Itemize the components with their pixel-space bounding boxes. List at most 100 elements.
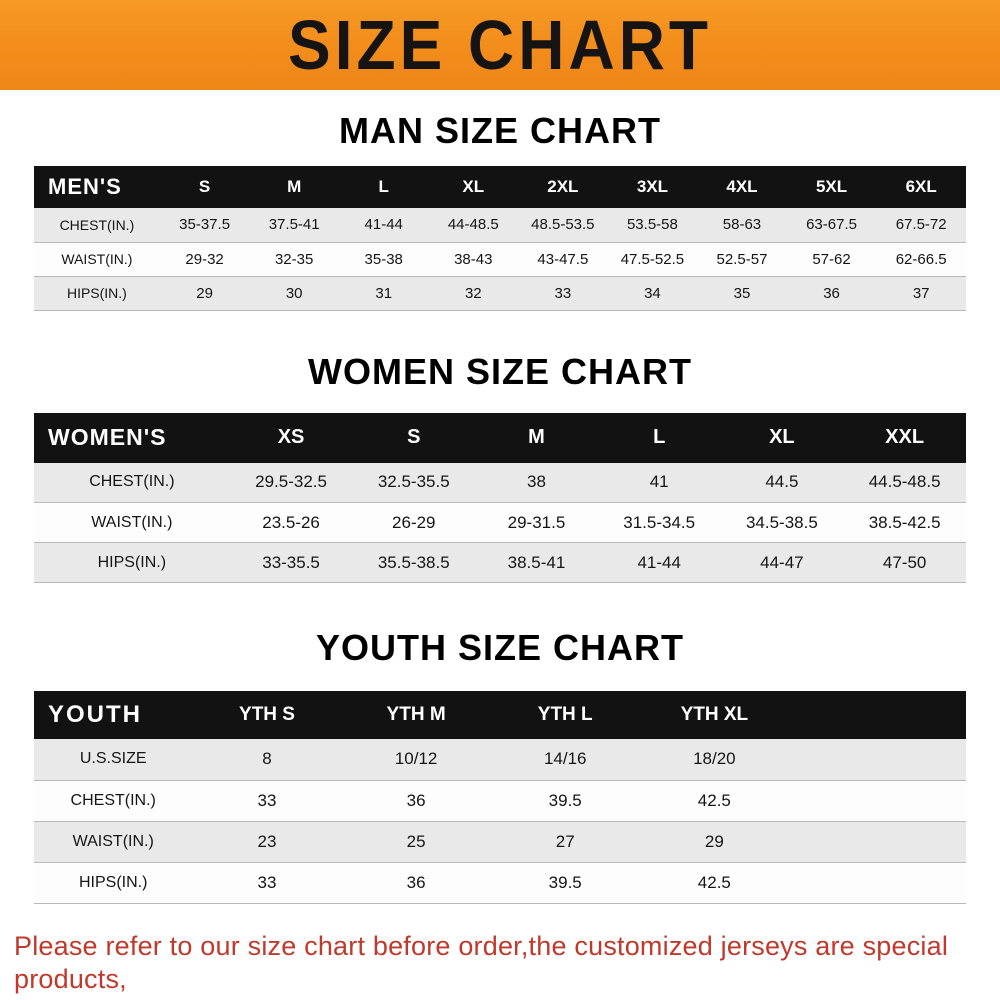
table-row: U.S.SIZE 8 10/12 14/16 18/20 (34, 739, 966, 780)
table-corner-label: WOMEN'S (34, 412, 230, 463)
size-cell: 52.5-57 (716, 250, 768, 268)
table-row: CHEST(IN.) 33 36 39.5 42.5 (34, 780, 966, 821)
row-label: CHEST(IN.) (89, 473, 175, 491)
size-cell: 34 (644, 284, 661, 302)
table-row: WAIST(IN.) 23 25 27 29 (34, 821, 966, 862)
size-cell: 36 (406, 872, 426, 892)
row-label: CHEST(IN.) (70, 791, 156, 809)
size-cell: 67.5-72 (895, 216, 947, 234)
size-cell: 30 (285, 284, 303, 302)
size-column-header: S (352, 412, 476, 463)
table-row: WAIST(IN.) 29-32 32-35 35-38 38-43 43-47.5 47.… (34, 242, 966, 276)
men-size-table: MEN'S S M L XL 2XL 3XL 4XL 5XL 6XL CHEST(IN.) 35-37… (34, 166, 966, 311)
table-row: HIPS(IN.) 29 30 31 32 33 34 35 36 37 (34, 276, 966, 310)
size-column-header: YTH S (192, 691, 342, 739)
men-section: MAN SIZE CHART MEN'S S M L XL 2XL 3XL 4XL 5XL 6XL… (0, 110, 1000, 311)
size-cell: 8 (262, 749, 272, 769)
row-label: WAIST(IN.) (91, 513, 173, 531)
size-cell: 41 (649, 472, 669, 492)
size-cell: 36 (406, 790, 426, 810)
filler-cell (789, 780, 966, 821)
note-line-2: we don't accept cancel, change, teturn o… (14, 997, 986, 1000)
size-cell: 44.5-48.5 (868, 472, 941, 492)
size-column-header: XXL (843, 412, 966, 463)
table-corner-label: MEN'S (34, 166, 160, 208)
women-section-heading: WOMEN SIZE CHART (308, 350, 692, 392)
size-cell: 41-44 (364, 216, 403, 234)
size-column-header: 3XL (607, 166, 698, 208)
table-row: CHEST(IN.) 29.5-32.5 32.5-35.5 38 41 44.5 44.5… (34, 462, 966, 503)
table-row: HIPS(IN.) 33 36 39.5 42.5 (34, 862, 966, 903)
size-column-header: 6XL (876, 166, 966, 208)
row-label: WAIST(IN.) (61, 251, 133, 267)
youth-section-heading: YOUTH SIZE CHART (315, 627, 684, 668)
size-cell: 14/16 (543, 749, 587, 769)
size-cell: 41-44 (637, 552, 681, 572)
size-column-header: L (597, 412, 721, 463)
size-cell: 26-29 (392, 512, 436, 532)
size-column-header: YTH L (490, 691, 640, 739)
row-label: U.S.SIZE (79, 750, 147, 768)
size-column-header: YTH XL (639, 691, 789, 739)
size-cell: 34.5-38.5 (745, 512, 818, 532)
size-cell: 35.5-38.5 (377, 552, 450, 572)
size-cell: 58-63 (722, 216, 762, 234)
size-cell: 48.5-53.5 (531, 216, 595, 234)
size-cell: 47-50 (882, 552, 927, 572)
banner: SIZE CHART (0, 0, 1000, 90)
men-section-heading: MAN SIZE CHART (339, 110, 661, 151)
size-cell: 10/12 (394, 749, 438, 769)
size-cell: 38.5-41 (507, 552, 566, 572)
filler-cell (789, 821, 966, 862)
size-column-header: L (338, 166, 429, 208)
size-cell: 29-32 (185, 250, 224, 268)
note-line-1: Please refer to our size chart before or… (14, 930, 949, 995)
size-cell: 32-35 (274, 250, 314, 268)
size-cell: 23 (257, 831, 277, 851)
size-cell: 43-47.5 (537, 250, 589, 268)
size-cell: 57-62 (812, 250, 851, 268)
size-cell: 47.5-52.5 (620, 250, 685, 268)
size-cell: 38-43 (454, 250, 493, 268)
size-cell: 31 (375, 284, 393, 302)
row-label: CHEST(IN.) (59, 216, 135, 233)
size-cell: 44-47 (760, 552, 804, 572)
size-cell: 32 (464, 284, 482, 302)
size-cell: 29.5-32.5 (255, 472, 327, 492)
youth-section: YOUTH SIZE CHART YOUTH YTH S YTH M YTH L YTH… (0, 627, 1000, 904)
size-column-header: XS (229, 412, 353, 463)
size-cell: 44.5 (765, 472, 799, 492)
row-label: WAIST(IN.) (72, 832, 154, 850)
size-cell: 36 (823, 284, 840, 302)
size-cell: 29 (704, 831, 724, 851)
size-cell: 33 (257, 872, 277, 892)
row-label: HIPS(IN.) (78, 873, 148, 891)
size-cell: 38.5-42.5 (868, 512, 941, 532)
women-size-table: WOMEN'S XS S M L XL XXL CHEST(IN.) 29.5-32.5 32.5… (34, 412, 966, 584)
size-cell: 23.5-26 (262, 512, 320, 532)
size-cell: 37.5-41 (268, 216, 320, 234)
size-cell: 35 (733, 284, 751, 302)
women-section: WOMEN SIZE CHART WOMEN'S XS S M L XL XXL CHEST(… (0, 351, 1000, 584)
filler-cell (789, 739, 966, 780)
size-cell: 53.5-58 (626, 216, 678, 234)
size-cell: 62-66.5 (895, 250, 947, 268)
row-label: HIPS(IN.) (66, 285, 127, 301)
table-header-row: YOUTH YTH S YTH M YTH L YTH XL (34, 691, 966, 739)
filler-cell (789, 862, 966, 903)
size-column-header: XL (428, 166, 519, 208)
size-cell: 63-67.5 (806, 216, 857, 234)
filler-cell (788, 691, 966, 739)
table-corner-label: YOUTH (34, 691, 193, 739)
size-cell: 33 (257, 790, 277, 810)
size-column-header: M (475, 412, 598, 463)
size-cell: 35-38 (364, 250, 403, 268)
table-header-row: WOMEN'S XS S M L XL XXL (34, 412, 966, 463)
page-title: SIZE CHART (288, 6, 712, 84)
row-label: HIPS(IN.) (97, 553, 167, 571)
footer-note: Please refer to our size chart before or… (0, 930, 1000, 1000)
size-column-header: 5XL (786, 166, 877, 208)
size-cell: 42.5 (697, 872, 731, 892)
size-column-header: S (159, 166, 250, 208)
